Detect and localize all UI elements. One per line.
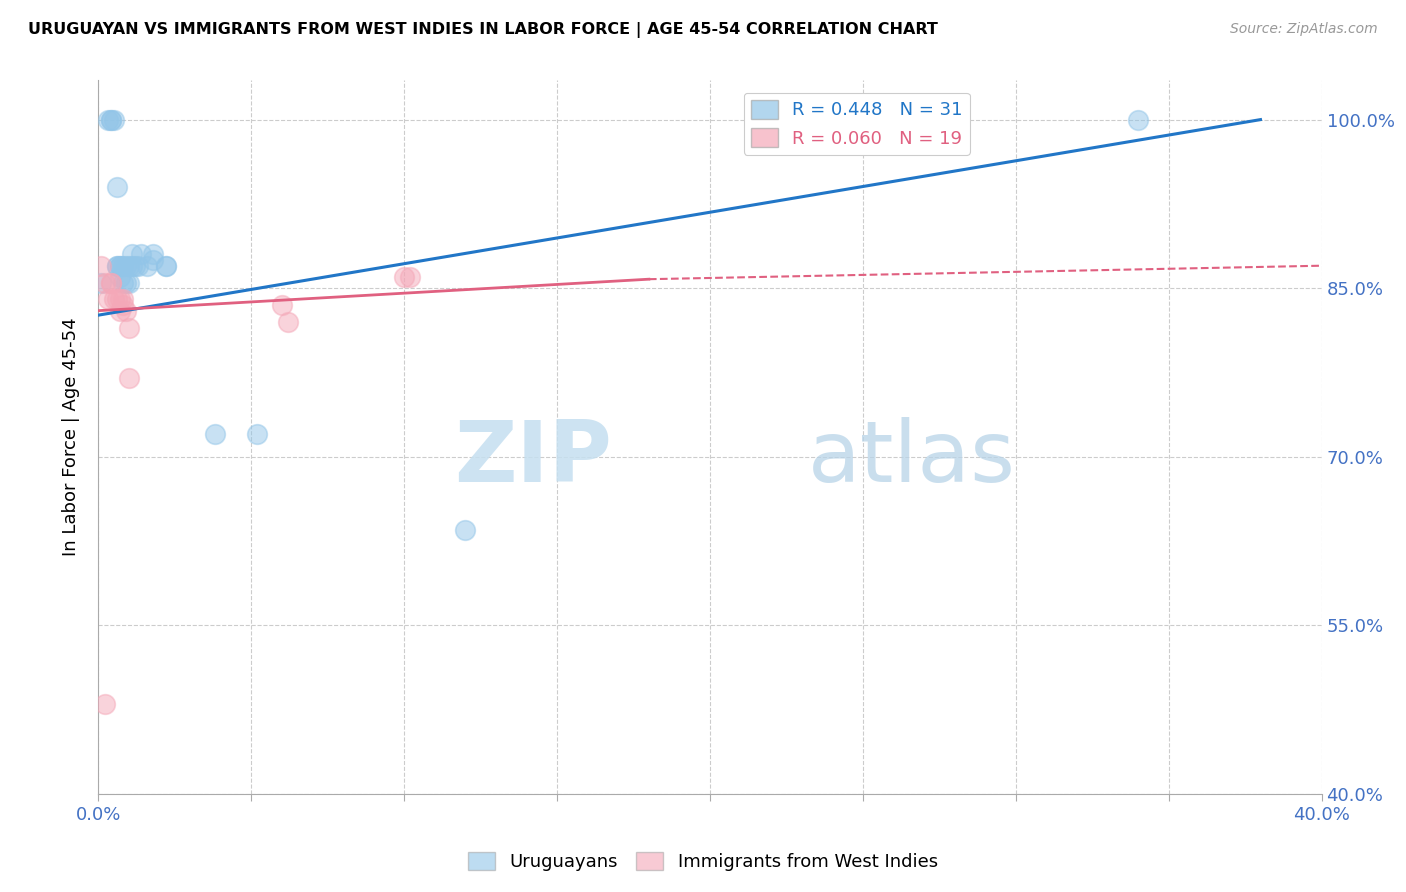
Point xyxy=(90,276,112,290)
Point xyxy=(454,523,477,537)
Legend: R = 0.448   N = 31, R = 0.060   N = 19: R = 0.448 N = 31, R = 0.060 N = 19 xyxy=(744,93,970,155)
Point xyxy=(100,112,122,127)
Point xyxy=(136,259,159,273)
Point xyxy=(142,247,165,261)
Point xyxy=(111,298,134,312)
Point xyxy=(118,320,141,334)
Point xyxy=(108,259,131,273)
Point xyxy=(1128,112,1150,127)
Point xyxy=(111,259,134,273)
Point xyxy=(129,247,152,261)
Text: URUGUAYAN VS IMMIGRANTS FROM WEST INDIES IN LABOR FORCE | AGE 45-54 CORRELATION : URUGUAYAN VS IMMIGRANTS FROM WEST INDIES… xyxy=(28,22,938,38)
Point xyxy=(105,293,128,307)
Point xyxy=(103,293,125,307)
Point xyxy=(118,276,141,290)
Point xyxy=(124,259,146,273)
Point xyxy=(118,259,141,273)
Text: ZIP: ZIP xyxy=(454,417,612,500)
Point xyxy=(108,259,131,273)
Point xyxy=(115,276,138,290)
Point xyxy=(118,371,141,385)
Point xyxy=(111,276,134,290)
Point xyxy=(108,293,131,307)
Point xyxy=(204,427,226,442)
Point xyxy=(115,259,138,273)
Point xyxy=(105,259,128,273)
Point xyxy=(93,697,115,711)
Point xyxy=(270,298,292,312)
Point xyxy=(97,293,120,307)
Text: Source: ZipAtlas.com: Source: ZipAtlas.com xyxy=(1230,22,1378,37)
Point xyxy=(108,303,131,318)
Point xyxy=(93,276,115,290)
Point xyxy=(111,293,134,307)
Y-axis label: In Labor Force | Age 45-54: In Labor Force | Age 45-54 xyxy=(62,318,80,557)
Point xyxy=(246,427,269,442)
Point xyxy=(100,112,122,127)
Point xyxy=(115,303,138,318)
Point xyxy=(100,276,122,290)
Point xyxy=(399,269,422,284)
Legend: Uruguayans, Immigrants from West Indies: Uruguayans, Immigrants from West Indies xyxy=(461,845,945,879)
Point xyxy=(108,269,131,284)
Point xyxy=(97,112,120,127)
Point xyxy=(121,259,143,273)
Point xyxy=(155,259,177,273)
Point xyxy=(127,259,149,273)
Point xyxy=(277,315,299,329)
Point xyxy=(90,259,112,273)
Point xyxy=(105,259,128,273)
Text: atlas: atlas xyxy=(808,417,1017,500)
Point xyxy=(142,253,165,268)
Point xyxy=(103,112,125,127)
Point xyxy=(392,269,416,284)
Point xyxy=(100,276,122,290)
Point xyxy=(155,259,177,273)
Point xyxy=(105,180,128,194)
Point xyxy=(121,247,143,261)
